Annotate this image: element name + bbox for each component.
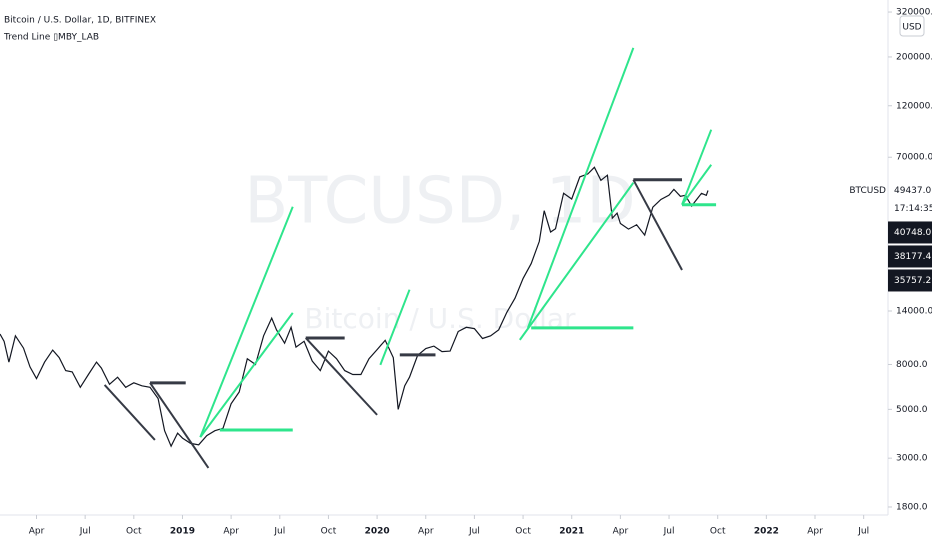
y-tick-label: 200000.0 xyxy=(896,52,932,62)
x-tick-label: Apr xyxy=(418,527,434,537)
price-tag: 49437.0 xyxy=(894,186,931,196)
x-tick-label: 2020 xyxy=(365,527,390,537)
y-tick-label: 70000.0 xyxy=(896,153,932,163)
price-tag-box xyxy=(888,221,932,244)
x-tick-label: Apr xyxy=(807,527,823,537)
y-tick-label: 320000.0 xyxy=(896,8,932,18)
trend-line xyxy=(379,289,411,366)
x-tick-label: Apr xyxy=(613,527,629,537)
y-tick-label: 120000.0 xyxy=(896,101,932,111)
x-tick-label: 2022 xyxy=(754,527,779,537)
watermark: BTCUSD, 1D xyxy=(244,165,635,239)
price-tag: 40748.0 xyxy=(894,228,931,238)
indicator-name: Trend Line ▯MBY_LAB xyxy=(3,33,99,43)
chart-title: Bitcoin / U.S. Dollar, 1D, BITFINEX xyxy=(4,16,156,26)
y-tick-label: 5000.0 xyxy=(896,405,928,415)
x-tick-label: Jul xyxy=(273,527,285,537)
series-label: BTCUSD xyxy=(849,186,886,196)
price-line xyxy=(0,166,709,448)
price-tag-box xyxy=(888,269,932,292)
x-tick-label: Jul xyxy=(79,527,91,537)
trend-line xyxy=(519,182,635,341)
countdown: 17:14:35 xyxy=(894,204,932,214)
price-tag: 35757.2 xyxy=(894,276,931,286)
x-tick-label: Oct xyxy=(515,527,531,537)
x-tick-label: Apr xyxy=(29,527,45,537)
trend-line xyxy=(681,164,713,206)
price-tag-box xyxy=(888,245,932,268)
x-tick-label: Oct xyxy=(126,527,142,537)
x-tick-label: Jul xyxy=(468,527,480,537)
currency-label[interactable]: USD xyxy=(902,23,921,33)
y-tick-label: 14000.0 xyxy=(896,307,932,317)
trend-line xyxy=(526,47,635,329)
trend-line xyxy=(681,129,713,206)
trend-line xyxy=(199,312,294,438)
y-tick-label: 8000.0 xyxy=(896,360,928,370)
y-tick-label: 3000.0 xyxy=(896,454,928,464)
x-tick-label: Oct xyxy=(710,527,726,537)
x-tick-label: Oct xyxy=(321,527,337,537)
x-tick-label: Apr xyxy=(223,527,239,537)
trend-line xyxy=(199,206,294,438)
trend-line xyxy=(103,384,156,441)
plot xyxy=(0,47,717,469)
trend-line xyxy=(632,179,683,271)
trend-line xyxy=(149,382,210,469)
y-tick-label: 1800.0 xyxy=(896,502,928,512)
x-tick-label: Jul xyxy=(663,527,675,537)
currency-badge[interactable] xyxy=(899,15,925,37)
x-tick-label: 2021 xyxy=(559,527,584,537)
x-tick-label: Jul xyxy=(857,527,869,537)
price-tag: 38177.4 xyxy=(894,252,931,262)
x-tick-label: 2019 xyxy=(170,527,195,537)
trend-line xyxy=(304,337,378,416)
